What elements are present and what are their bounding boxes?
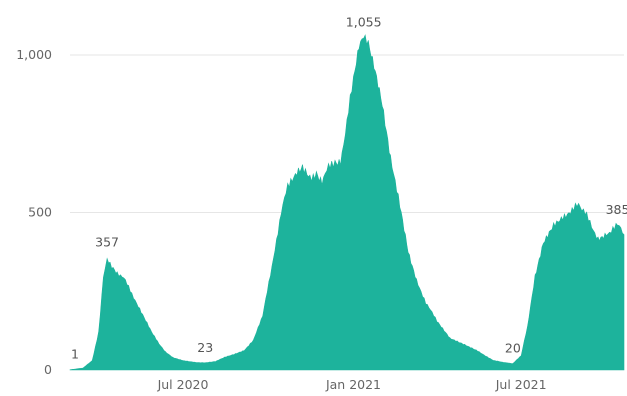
data-labels: 1 357 23 1,055 20 385 [71,15,627,362]
x-axis: Jul 2020 Jan 2021 Jul 2021 [157,377,547,392]
x-tick-label: Jul 2020 [157,377,209,392]
y-tick-label: 1,000 [16,47,52,62]
x-tick-label: Jan 2021 [325,377,381,392]
data-label: 385 [606,202,627,217]
data-label: 1 [71,347,79,362]
data-label: 357 [95,235,119,250]
area-series-fill [69,34,625,371]
data-label: 20 [505,341,521,356]
data-label: 1,055 [346,15,382,30]
data-label: 23 [197,340,213,355]
y-axis: 0 500 1,000 [16,47,52,377]
x-tick-label: Jul 2021 [495,377,547,392]
y-tick-label: 0 [44,362,52,377]
area-series [69,34,625,371]
y-tick-label: 500 [28,205,52,220]
